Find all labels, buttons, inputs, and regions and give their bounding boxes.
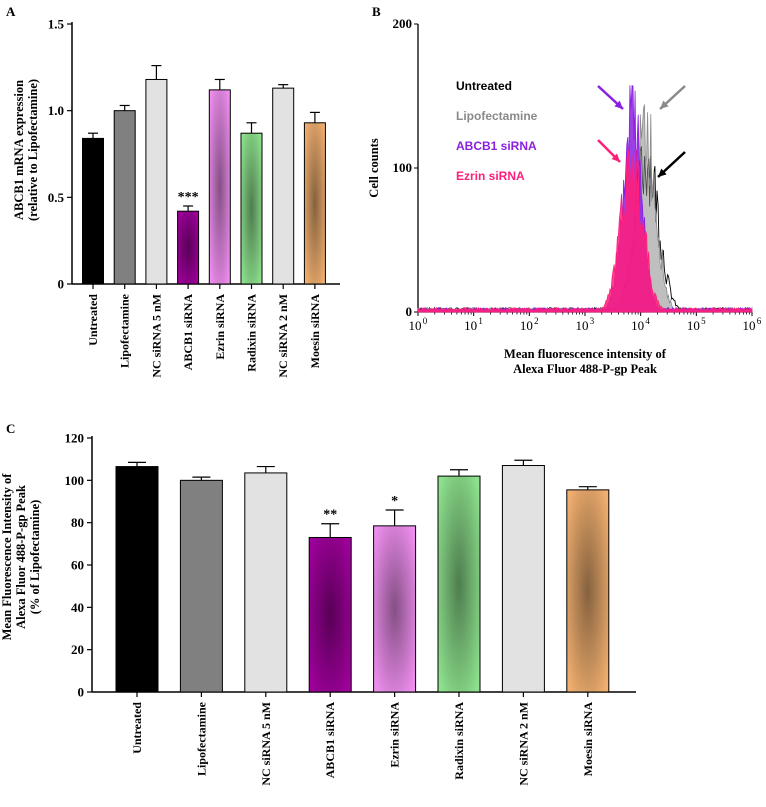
y-tick-label: 0.5 [48,190,65,205]
bar [308,536,352,693]
bar [113,110,136,285]
category-label: Radixin siRNA [245,294,259,372]
x-tick-label: 10 [743,318,756,333]
y-tick-label: 0 [406,304,413,319]
histogram-series [417,104,753,313]
x-tick-label: 10 [576,318,589,333]
y-tick-label: 40 [71,600,84,615]
category-label: NC siRNA 5 nM [149,294,163,378]
bar [244,472,288,693]
y-axis-title: (relative to Lipofectamine) [26,79,40,221]
y-axis-title: Mean Fluorescence Intensity of [0,473,14,641]
panel-c-letter: C [6,421,15,436]
y-tick-label: 80 [71,515,84,530]
y-tick-label: 1.5 [48,17,65,32]
panel-b-letter: B [372,4,381,19]
y-axis-title: Alexa Fluor 488-P-gp Peak [14,485,28,629]
significance-label: ** [323,508,337,523]
y-axis-title: Cell counts [367,138,381,198]
y-axis-title: (% of Lipofectamine) [28,500,42,615]
bar [303,122,326,285]
y-tick-label: 200 [393,16,413,31]
bar [82,137,104,285]
bar [272,87,295,285]
y-tick-label: 0 [78,685,85,700]
histogram-series [417,149,753,313]
category-label: Untreated [86,294,100,346]
peak-arrowhead [614,100,623,109]
x-tick-label: 10 [409,318,422,333]
x-tick-exponent: 6 [757,316,762,326]
y-tick-label: 1.0 [48,103,64,118]
bar [566,489,610,693]
bar [179,479,223,693]
x-tick-exponent: 5 [701,316,706,326]
bar [437,475,481,693]
y-tick-label: 100 [65,473,85,488]
category-label: ABCB1 siRNA [181,294,195,371]
category-label: Ezrin siRNA [388,702,402,768]
category-label: Radixin siRNA [452,702,466,780]
category-label: NC siRNA 5 nM [259,702,273,786]
category-label: Moesin siRNA [308,294,322,369]
y-axis-title: ABCB1 mRNA expression [12,80,26,220]
panel-a-letter: A [6,4,16,19]
category-label: NC siRNA 2 nM [516,702,530,786]
bar [177,210,200,285]
y-tick-label: 120 [65,431,85,446]
x-axis-title: Alexa Fluor 488-P-gp Peak [513,362,657,376]
x-tick-label: 10 [687,318,700,333]
legend-entry: Untreated [456,79,512,93]
y-tick-label: 60 [71,558,84,573]
bar [115,466,159,693]
x-tick-exponent: 2 [534,316,539,326]
peak-arrowhead [611,153,620,162]
peak-arrowhead [658,168,667,177]
significance-label: * [391,494,398,509]
category-label: ABCB1 siRNA [323,702,337,779]
legend-entry: Lipofectamine [456,109,538,123]
category-label: Ezrin siRNA [213,294,227,360]
bar [373,525,417,693]
peak-arrowhead [660,100,669,109]
bar [501,465,545,693]
y-tick-label: 100 [393,160,413,175]
category-label: NC siRNA 2 nM [276,294,290,378]
bar [208,89,231,285]
x-tick-exponent: 0 [423,316,428,326]
category-label: Lipofectamine [194,701,208,776]
x-tick-exponent: 1 [478,316,483,326]
x-tick-exponent: 3 [590,316,595,326]
significance-label: *** [178,190,199,205]
legend-entry: ABCB1 siRNA [456,139,537,153]
x-tick-label: 10 [631,318,644,333]
panel-a-chart: 0 0.5 1.0 1.5 ABCB1 mRNA expression (relative… [12,17,340,378]
x-tick-label: 10 [464,318,477,333]
x-tick-exponent: 4 [645,316,650,326]
category-label: Moesin siRNA [581,702,595,777]
x-axis-title: Mean fluorescence intensity of [504,347,667,361]
legend-entry: Ezrin siRNA [456,169,525,183]
bar [240,132,263,285]
y-tick-label: 0 [58,277,65,292]
bar [145,78,168,285]
x-tick-label: 10 [520,318,533,333]
panel-c-chart: 0 20 40 60 80 100 120 Mean Fluorescence Intensi… [0,431,636,786]
category-label: Untreated [130,702,144,754]
y-tick-label: 20 [71,642,84,657]
category-label: Lipofectamine [118,293,132,368]
